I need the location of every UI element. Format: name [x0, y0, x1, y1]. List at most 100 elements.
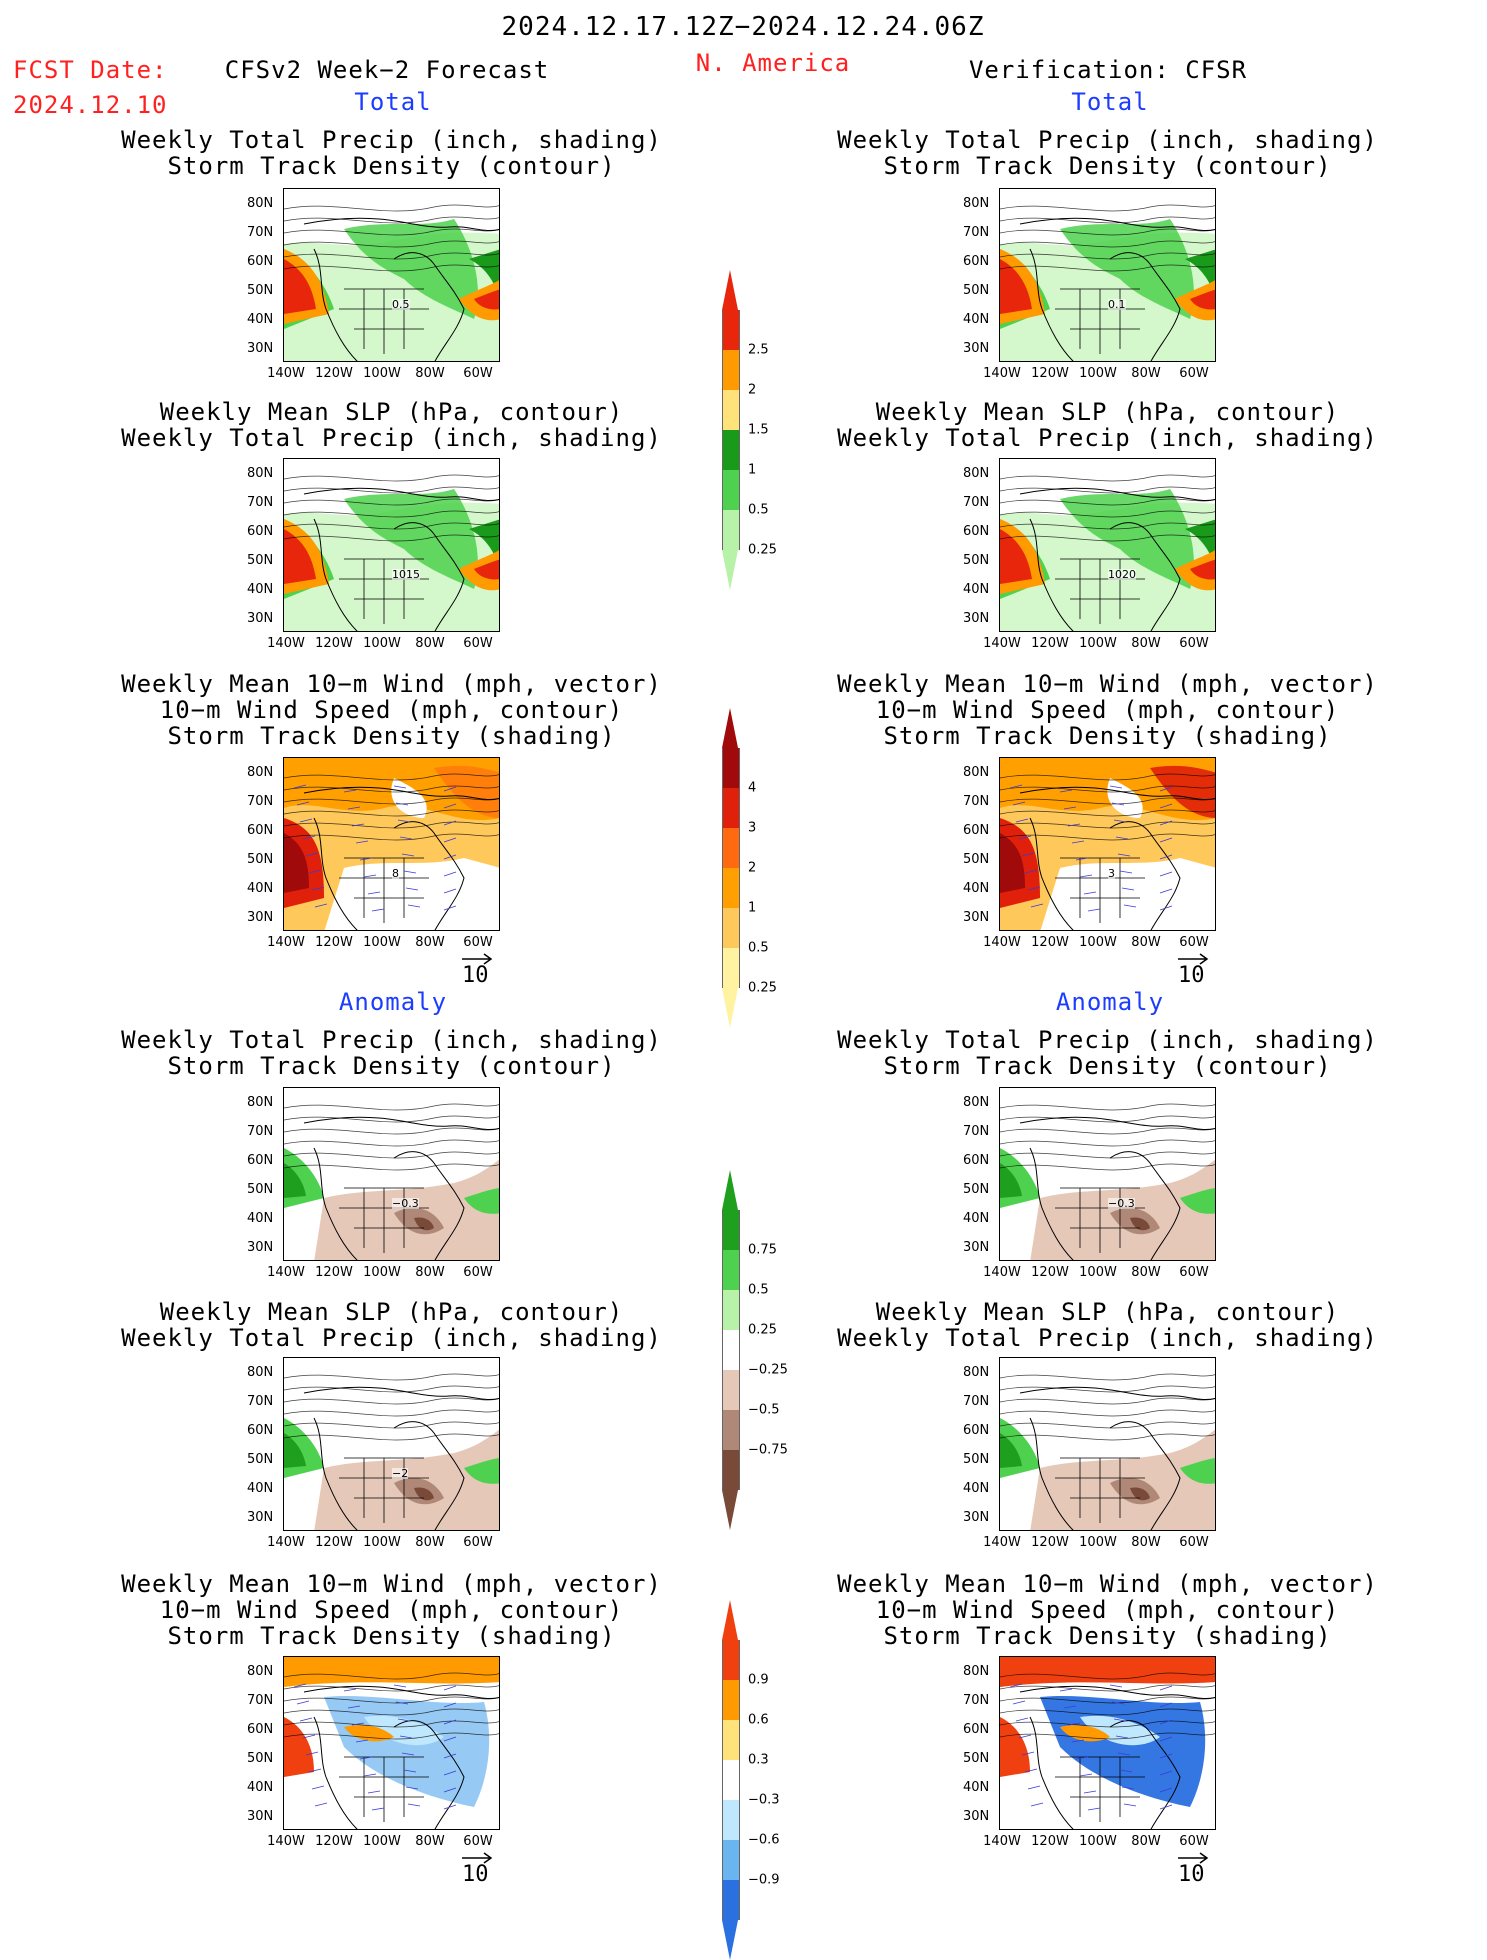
lon-tick-label: 100W: [1079, 366, 1117, 381]
panel-title-line: 10−m Wind Speed (mph, contour): [875, 696, 1340, 724]
panel-title-line: Storm Track Density (contour): [167, 152, 616, 180]
contour-label: −0.3: [392, 1197, 419, 1210]
lon-tick-label: 80W: [415, 935, 445, 950]
colorbar-label: 0.3: [748, 1752, 769, 1768]
lat-tick-label: 60N: [963, 1423, 990, 1438]
panel-title-line: Storm Track Density (shading): [883, 722, 1332, 750]
lat-tick-label: 70N: [963, 794, 990, 809]
lat-tick-label: 70N: [247, 794, 274, 809]
colorbar-segment: [722, 430, 740, 470]
lat-tick-label: 30N: [247, 910, 274, 925]
panel-title-line: Weekly Mean 10−m Wind (mph, vector): [121, 1570, 662, 1598]
panel-title-line: Weekly Total Precip (inch, shading): [121, 126, 662, 154]
colorbar-segment: [722, 788, 740, 828]
lat-tick-label: 70N: [247, 225, 274, 240]
lat-tick-label: 30N: [963, 341, 990, 356]
map-panel-anomaly-forecast: −0.3: [283, 1087, 500, 1261]
map-panel-anomaly-forecast: −2: [283, 1357, 500, 1531]
colorbar-label: −0.25: [748, 1362, 788, 1378]
colorbar-segment: [722, 748, 740, 788]
lon-tick-label: 100W: [1079, 1535, 1117, 1550]
contour-label: −2: [392, 1467, 409, 1480]
colorbar-label: 0.25: [748, 980, 777, 996]
total-label-forecast: Total: [354, 88, 432, 116]
colorbar-label: 1: [748, 900, 757, 916]
colorbar-segment: [722, 908, 740, 948]
colorbar-label: 2: [748, 382, 757, 398]
lon-tick-label: 140W: [983, 1834, 1021, 1849]
panel-title-line: Weekly Mean SLP (hPa, contour): [159, 1298, 624, 1326]
panel-title-line: 10−m Wind Speed (mph, contour): [875, 1596, 1340, 1624]
lat-tick-label: 30N: [247, 611, 274, 626]
lat-tick-label: 60N: [247, 1153, 274, 1168]
colorbar-bottom-arrow: [722, 550, 738, 590]
lat-tick-label: 70N: [963, 1394, 990, 1409]
lon-tick-label: 140W: [267, 935, 305, 950]
lat-tick-label: 50N: [247, 283, 274, 298]
contour-label: 1015: [392, 568, 420, 581]
colorbar-storm_total: 4 3 2 1 0.5 0.25: [722, 708, 777, 1028]
panel-title-line: Weekly Mean SLP (hPa, contour): [159, 398, 624, 426]
lat-tick-label: 60N: [963, 524, 990, 539]
panel-title-line: Storm Track Density (shading): [883, 1622, 1332, 1650]
colorbar-segment: [722, 1330, 740, 1370]
colorbar-label: −0.75: [748, 1442, 788, 1458]
lat-tick-label: 60N: [247, 1722, 274, 1737]
date-range-title: 2024.12.17.12Z−2024.12.24.06Z: [501, 12, 985, 42]
lon-tick-label: 60W: [463, 366, 493, 381]
colorbar-segment: [722, 510, 740, 550]
lat-tick-label: 40N: [247, 1780, 274, 1795]
colorbar-bottom-arrow: [722, 1920, 738, 1960]
colorbar-label: 0.5: [748, 1282, 769, 1298]
colorbar-precip_total: 2.5 2 1.5 1 0.5 0.25: [722, 270, 777, 590]
lon-tick-label: 120W: [1031, 1265, 1069, 1280]
lat-tick-label: 50N: [963, 553, 990, 568]
contour-label: 1020: [1108, 568, 1136, 581]
lon-tick-label: 100W: [1079, 1265, 1117, 1280]
colorbar-top-arrow: [722, 708, 738, 748]
map-panel-total-verification: 3: [999, 757, 1216, 931]
lon-tick-label: 100W: [363, 636, 401, 651]
lon-tick-label: 60W: [463, 1834, 493, 1849]
anomaly-label-verification: Anomaly: [1055, 988, 1165, 1016]
lon-tick-label: 120W: [315, 1834, 353, 1849]
contour-label: 3: [1108, 867, 1115, 880]
lat-tick-label: 80N: [247, 1664, 274, 1679]
total-label-verification: Total: [1071, 88, 1149, 116]
panel-title-line: Weekly Mean SLP (hPa, contour): [875, 398, 1340, 426]
map-panel-anomaly-verification: [999, 1357, 1216, 1531]
colorbar-segment: [722, 310, 740, 350]
colorbar-storm_anom: 0.9 0.6 0.3 −0.3 −0.6 −0.9: [722, 1600, 780, 1960]
lon-tick-label: 60W: [1179, 1265, 1209, 1280]
lat-tick-label: 80N: [247, 765, 274, 780]
map-panel-total-forecast: 0.5: [283, 188, 500, 362]
lon-tick-label: 60W: [1179, 1535, 1209, 1550]
lat-tick-label: 30N: [247, 341, 274, 356]
colorbar-label: −0.3: [748, 1792, 780, 1808]
lat-tick-label: 60N: [963, 823, 990, 838]
lon-tick-label: 100W: [363, 1265, 401, 1280]
lat-tick-label: 40N: [963, 1211, 990, 1226]
panel-title-line: Weekly Mean 10−m Wind (mph, vector): [837, 670, 1378, 698]
lon-tick-label: 60W: [463, 636, 493, 651]
map-panel-anomaly-verification: −0.3: [999, 1087, 1216, 1261]
lat-tick-label: 50N: [247, 1182, 274, 1197]
lat-tick-label: 70N: [963, 1693, 990, 1708]
lat-tick-label: 40N: [963, 312, 990, 327]
lat-tick-label: 40N: [963, 582, 990, 597]
colorbar-label: 1: [748, 462, 757, 478]
lat-tick-label: 50N: [963, 1452, 990, 1467]
colorbar-bottom-arrow: [722, 1490, 738, 1530]
colorbar-segment: [722, 1880, 740, 1920]
panel-title-line: Storm Track Density (contour): [167, 1052, 616, 1080]
lon-tick-label: 80W: [1131, 1265, 1161, 1280]
lon-tick-label: 60W: [463, 1265, 493, 1280]
lon-tick-label: 60W: [1179, 366, 1209, 381]
panel-title-line: Storm Track Density (contour): [883, 152, 1332, 180]
vector-reference-label: 10: [1178, 963, 1205, 988]
lat-tick-label: 80N: [963, 196, 990, 211]
lon-tick-label: 80W: [1131, 1535, 1161, 1550]
lon-tick-label: 140W: [267, 1535, 305, 1550]
vector-reference-label: 10: [462, 963, 489, 988]
vector-reference-arrow: [460, 1850, 496, 1864]
